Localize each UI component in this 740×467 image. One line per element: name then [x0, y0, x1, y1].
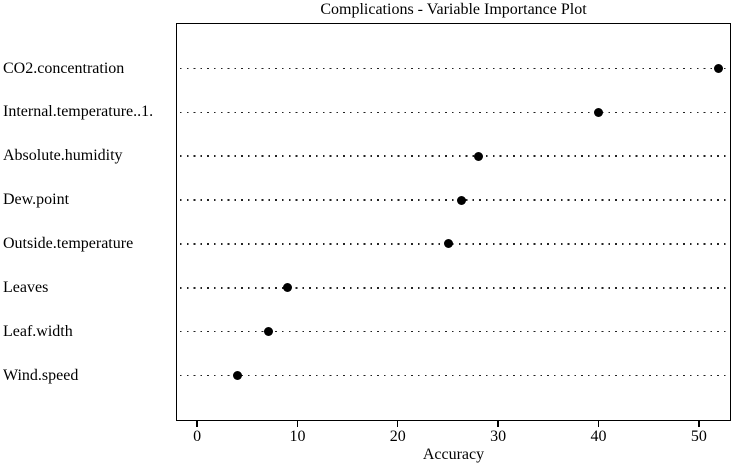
- data-point: [594, 107, 604, 117]
- x-tick-label: 0: [193, 428, 202, 445]
- dotted-grid-line: [180, 155, 727, 158]
- dotted-grid-line: [180, 243, 727, 245]
- dotted-grid-line: [180, 111, 727, 114]
- dotted-grid-line: [180, 286, 727, 289]
- x-axis-label: Accuracy: [422, 446, 485, 463]
- data-point: [473, 151, 483, 161]
- x-tick-label: 20: [389, 428, 406, 445]
- x-tick-label: 50: [690, 428, 707, 445]
- dotted-grid-line: [180, 330, 727, 333]
- x-tick-mark: [196, 421, 198, 427]
- data-point: [444, 239, 454, 249]
- x-tick-label: 40: [590, 428, 607, 445]
- x-tick-mark: [497, 421, 499, 427]
- x-tick-mark: [597, 421, 600, 427]
- x-tick-mark: [397, 421, 399, 427]
- dotted-grid-line: [180, 374, 727, 377]
- plot-area: [176, 23, 731, 421]
- category-label: Leaf.width: [3, 322, 73, 340]
- data-point: [714, 64, 724, 73]
- data-point: [282, 283, 292, 293]
- chart-title: Complications - Variable Importance Plot: [320, 1, 587, 18]
- x-tick-label: 10: [289, 428, 306, 445]
- category-label: Wind.speed: [3, 366, 79, 384]
- data-point: [232, 371, 242, 380]
- data-point: [263, 327, 273, 337]
- category-label: Absolute.humidity: [3, 147, 123, 165]
- data-point: [456, 195, 466, 205]
- x-tick-mark: [698, 421, 700, 427]
- category-label: Outside.temperature: [3, 234, 134, 252]
- dotted-grid-line: [180, 199, 727, 201]
- category-label: Leaves: [3, 278, 49, 296]
- dotted-grid-line: [180, 67, 727, 70]
- x-tick-label: 30: [490, 428, 507, 445]
- category-label: CO2.concentration: [3, 59, 125, 77]
- x-tick-mark: [296, 421, 299, 427]
- category-label: Internal.temperature..1.: [3, 103, 154, 121]
- category-label: Dew.point: [3, 191, 70, 209]
